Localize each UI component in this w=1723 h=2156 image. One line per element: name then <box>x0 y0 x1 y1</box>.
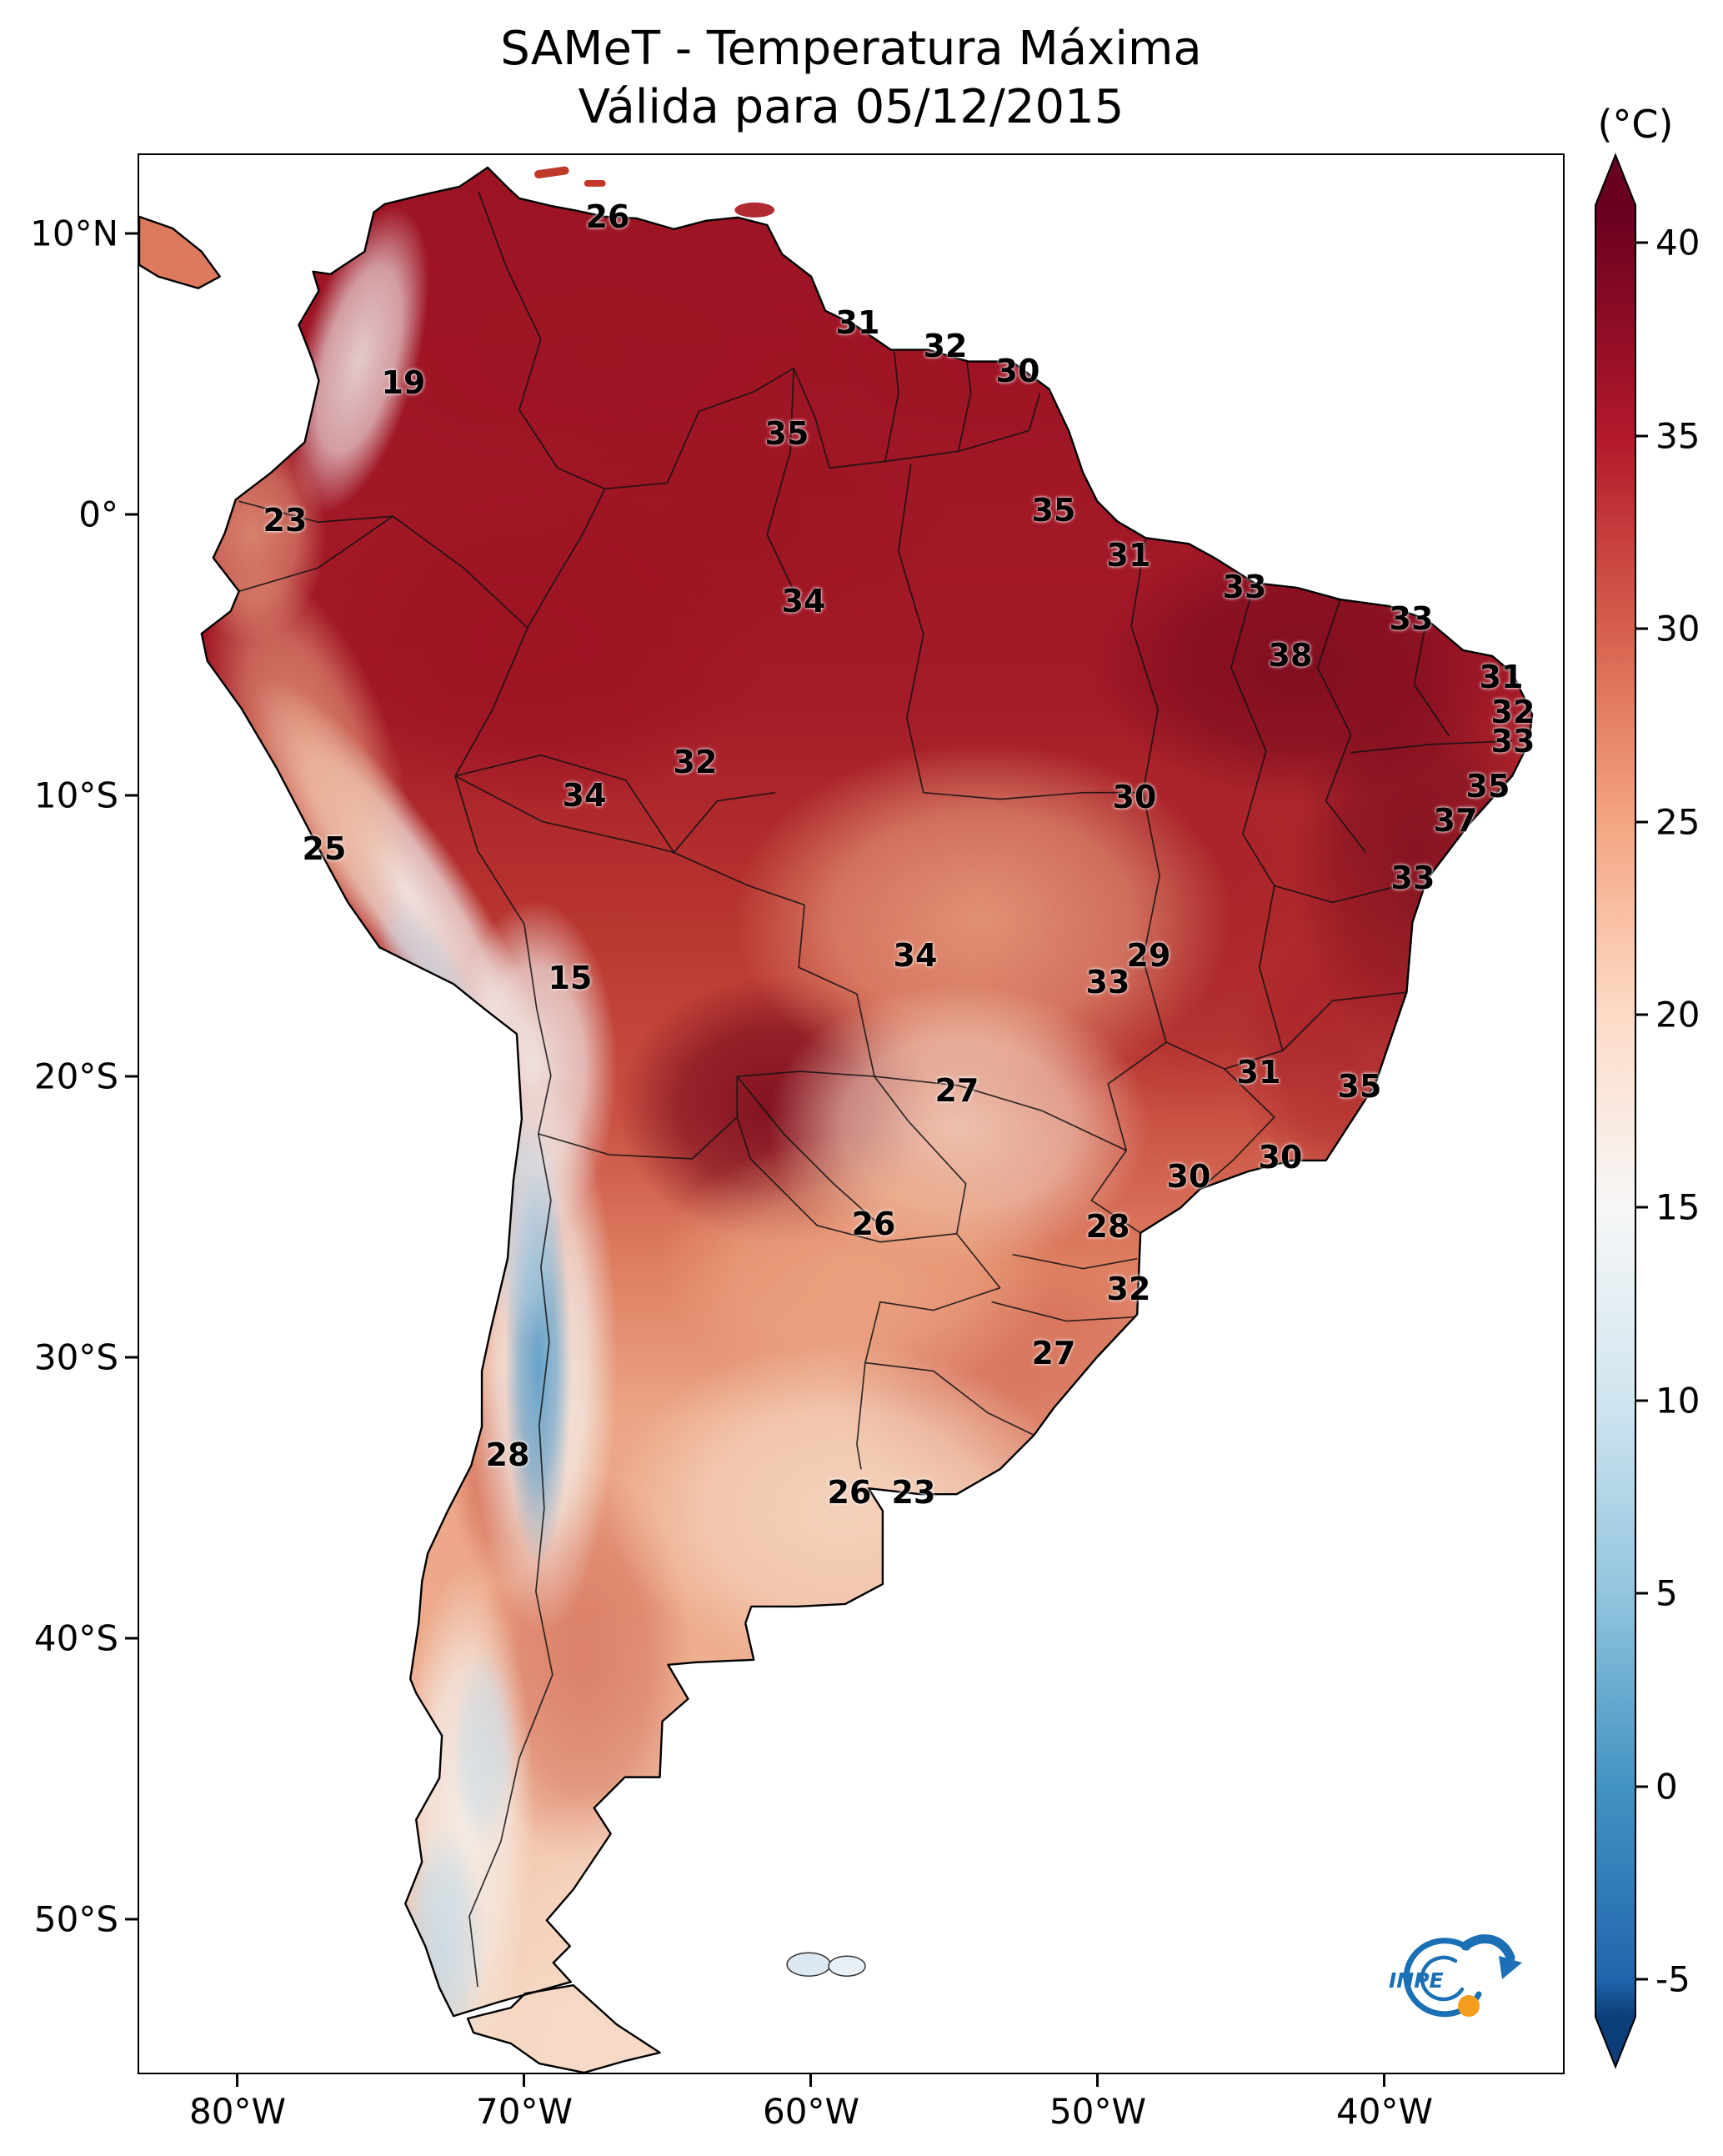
logo-inner-swirl-icon <box>1420 1955 1465 2002</box>
falkland-islands <box>786 1952 866 1977</box>
longitude-tick: 40°W <box>1336 2074 1433 2132</box>
colorbar-gradient-bar <box>1595 153 1636 2069</box>
logo-arrowhead-icon <box>1499 1956 1522 1979</box>
tick-mark <box>125 513 138 516</box>
map-plot-area <box>138 153 1565 2074</box>
longitude-tick: 70°W <box>476 2074 573 2132</box>
colorbar <box>1595 153 1636 2069</box>
longitude-tick-label: 40°W <box>1336 2091 1433 2132</box>
temperature-heatmap <box>139 167 1533 2073</box>
coastline <box>139 166 1534 2073</box>
longitude-tick: 60°W <box>763 2074 859 2132</box>
logo-arrow-icon <box>1460 1934 1515 1963</box>
longitude-tick-label: 50°W <box>1049 2091 1146 2132</box>
latitude-tick: 30°S <box>34 1337 138 1378</box>
latitude-tick-label: 30°S <box>33 1336 118 1378</box>
tick-mark <box>125 794 138 797</box>
latitude-tick: 10°S <box>34 775 138 816</box>
latitude-tick-label: 40°S <box>33 1617 118 1659</box>
longitude-tick: 80°W <box>189 2074 286 2132</box>
longitude-tick-label: 80°W <box>189 2091 286 2132</box>
longitude-tick: 50°W <box>1049 2074 1146 2132</box>
latitude-tick-label: 50°S <box>33 1898 118 1940</box>
tick-mark <box>125 1075 138 1078</box>
logo-text: INPE <box>1389 1968 1444 1993</box>
tierra-del-fuego <box>466 1983 661 2073</box>
longitude-tick-label: 60°W <box>763 2091 859 2132</box>
latitude-tick: 20°S <box>34 1056 138 1097</box>
inpe-logo: INPE <box>1389 1934 1522 2018</box>
tick-mark <box>125 1637 138 1640</box>
tick-mark <box>1383 2074 1386 2087</box>
tick-mark <box>236 2074 239 2087</box>
south-america-map <box>139 166 1534 2073</box>
caribbean-islands <box>534 166 775 218</box>
latitude-tick-label: 20°S <box>33 1055 118 1097</box>
logo-swirl-icon <box>1403 1938 1482 2018</box>
latitude-tick-label: 0° <box>78 494 118 535</box>
country-and-state-borders <box>228 191 1513 1988</box>
tick-mark <box>125 1918 138 1921</box>
latitude-tick: 0° <box>78 494 138 535</box>
tick-mark <box>809 2074 813 2087</box>
tick-mark <box>125 1356 138 1359</box>
colorbar-unit-label: (°C) <box>1597 102 1674 147</box>
latitude-tick-label: 10°N <box>30 213 118 254</box>
latitude-tick: 10°N <box>30 213 138 254</box>
panama-landmass <box>139 215 221 289</box>
tick-mark <box>125 232 138 235</box>
logo-sun-icon <box>1458 1995 1480 2017</box>
latitude-tick-label: 10°S <box>33 775 118 816</box>
figure-title: SAMeT - Temperatura Máxima <box>500 22 1202 76</box>
latitude-tick: 50°S <box>34 1899 138 1940</box>
figure-subtitle: Válida para 05/12/2015 <box>578 80 1124 134</box>
longitude-tick-label: 70°W <box>476 2091 573 2132</box>
tick-mark <box>523 2074 526 2087</box>
tick-mark <box>1096 2074 1099 2087</box>
latitude-tick: 40°S <box>34 1618 138 1659</box>
